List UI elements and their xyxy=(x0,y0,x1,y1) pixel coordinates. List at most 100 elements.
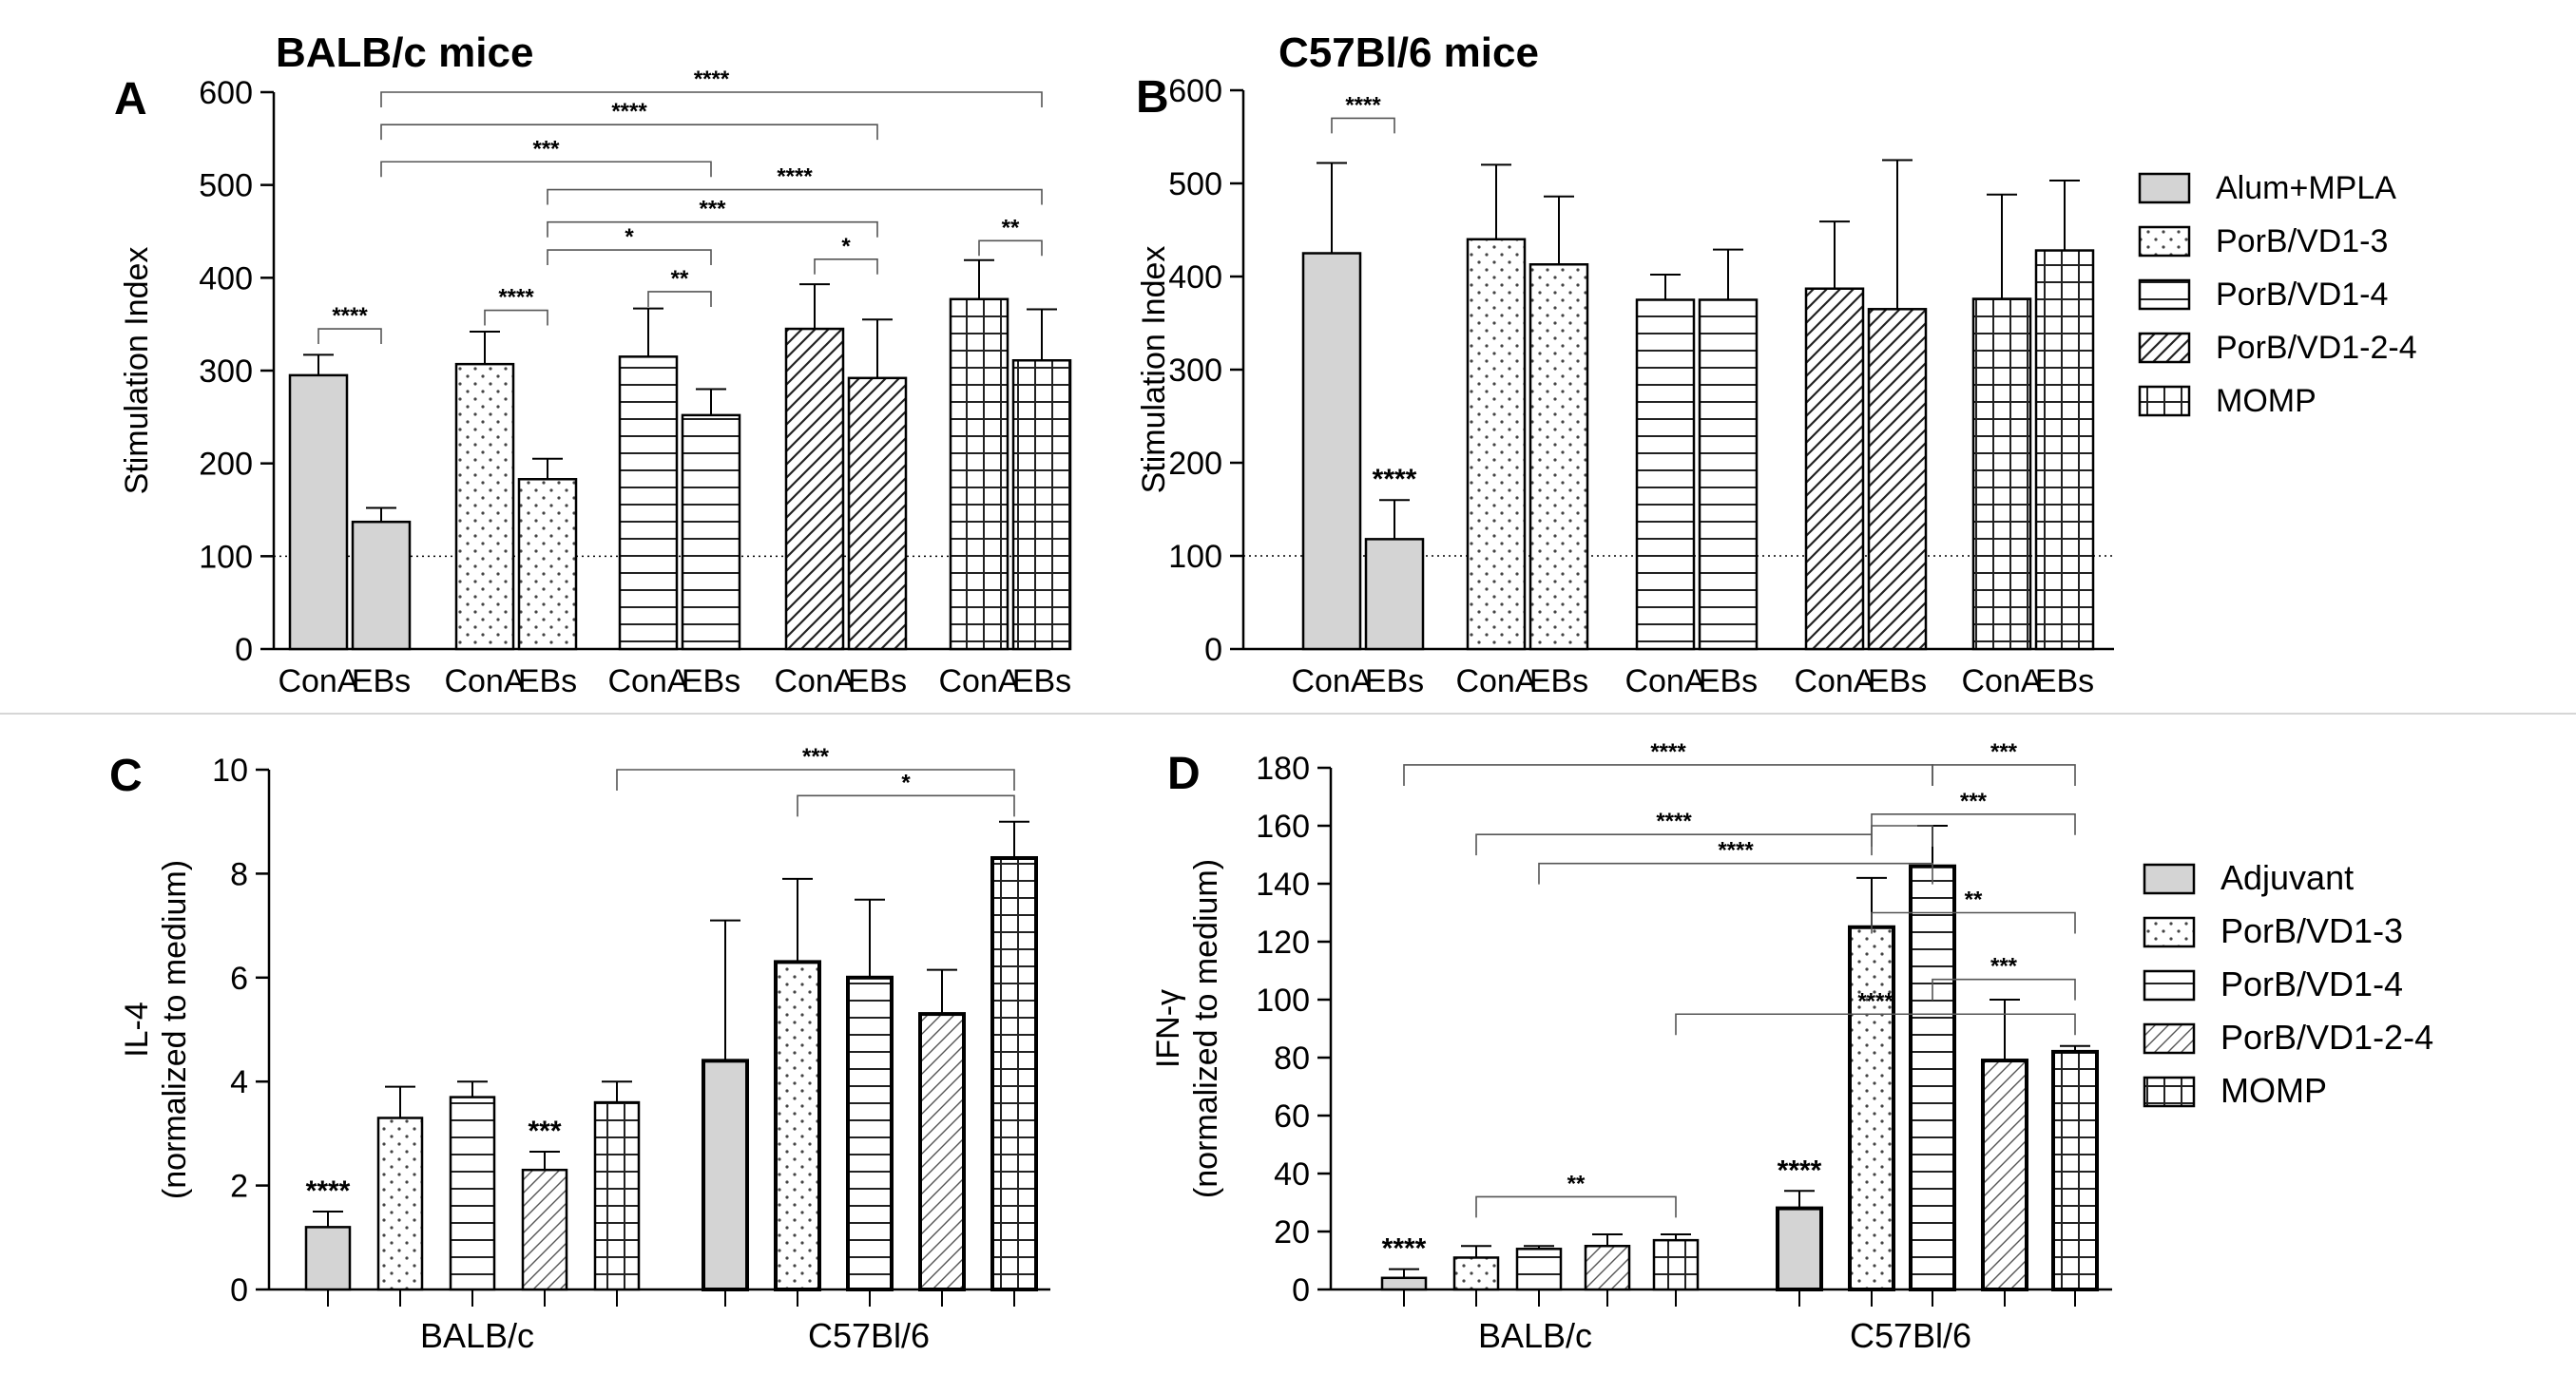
panel-a-sig-label: **** xyxy=(777,164,813,190)
panel-a-x-tick-label: EBs xyxy=(848,663,907,699)
panel-b-x-tick-label: ConA xyxy=(1961,663,2042,699)
panel-c-bar xyxy=(918,1012,966,1291)
panel-c-y-tick-label: 2 xyxy=(230,1169,248,1205)
panel-d-sig-label: ** xyxy=(1567,1171,1586,1196)
panel-a-y-tick-label: 600 xyxy=(199,75,253,111)
panel-a-x-tick-label: ConA xyxy=(444,663,525,699)
panel-b-x-tick-label: EBs xyxy=(1365,663,1424,699)
panel-a-y-tick-label: 300 xyxy=(199,353,253,390)
panel-b-x-tick-label: ConA xyxy=(1794,663,1874,699)
panel-a-bar xyxy=(949,297,1009,651)
panel-a-y-tick-label: 500 xyxy=(199,168,253,204)
legend-swatch xyxy=(2138,278,2191,311)
legend-entry: PorB/VD1-2-4 xyxy=(2220,1018,2433,1057)
panel-c-category-label: C57Bl/6 xyxy=(808,1316,930,1355)
panel-a-sig-bracket xyxy=(547,249,712,266)
panel-d-y-tick-label: 0 xyxy=(1292,1272,1310,1308)
panel-b-bar xyxy=(1698,298,1759,651)
panel-a-bar xyxy=(847,376,908,651)
panel-c-bar xyxy=(304,1226,352,1291)
panel-a-sig-label: **** xyxy=(611,99,647,124)
panel-d-y-tick-label: 60 xyxy=(1274,1098,1310,1135)
panel-d-y-axis-label-sub: (normalized to medium) xyxy=(1188,859,1224,1198)
panel-b-x-tick-label: EBs xyxy=(1699,663,1758,699)
legend-entry: Adjuvant xyxy=(2220,858,2354,897)
panel-c-bar xyxy=(990,855,1038,1291)
panel-b-letter: B xyxy=(1136,72,1169,123)
panel-a-x-tick-label: EBs xyxy=(682,663,740,699)
panel-a-y-axis-label: Stimulation Index xyxy=(119,247,155,495)
panel-c-bar xyxy=(449,1096,496,1291)
legend-swatch xyxy=(2138,332,2191,364)
panel-d-sig-bracket xyxy=(1932,764,2076,786)
panel-d-bar xyxy=(1452,1256,1500,1291)
panel-d-sig-label: **** xyxy=(1656,809,1692,834)
panel-a-y-tick-label: 400 xyxy=(199,260,253,296)
panel-d-bar xyxy=(1981,1059,2028,1292)
panel-b-bar xyxy=(2034,249,2095,651)
panel-b-x-tick-label: EBs xyxy=(1529,663,1588,699)
panel-d-sig-label: **** xyxy=(1778,1155,1822,1186)
panel-a-sig-label: ** xyxy=(1002,215,1020,240)
panel-a-x-tick-label: ConA xyxy=(278,663,358,699)
panel-c-sig-label: *** xyxy=(528,1116,561,1147)
panel-a-bar xyxy=(681,413,741,651)
panel-a-y-tick-label: 200 xyxy=(199,447,253,483)
panel-b-y-tick-label: 400 xyxy=(1168,259,1222,296)
panel-c-y-tick-label: 0 xyxy=(230,1272,248,1308)
panel-d-sig-bracket xyxy=(1871,813,2076,835)
panel-d-bar xyxy=(2051,1049,2099,1292)
panel-a-bar xyxy=(784,327,845,651)
panel-b-y-tick-label: 200 xyxy=(1168,446,1222,482)
panel-d-sig-bracket xyxy=(1871,825,1933,847)
panel-a-sig-label: * xyxy=(625,224,634,250)
panel-c-y-tick-label: 8 xyxy=(230,856,248,892)
panel-b-bar xyxy=(1867,308,1928,651)
panel-d-bar xyxy=(1515,1248,1563,1291)
panel-c-bar xyxy=(774,960,821,1291)
panel-d-letter: D xyxy=(1167,749,1201,799)
panel-c-sig-label: * xyxy=(901,770,911,795)
legend-swatch xyxy=(2143,969,2196,1002)
panel-d-y-tick-label: 80 xyxy=(1274,1041,1310,1077)
panel-a-sig-bracket xyxy=(547,220,878,238)
panel-d-sig-label: **** xyxy=(1382,1233,1427,1265)
panel-b-y-tick-label: 600 xyxy=(1168,73,1222,109)
panel-d-y-tick-label: 120 xyxy=(1256,925,1310,961)
panel-b-bar xyxy=(1301,252,1362,651)
panel-c-letter: C xyxy=(109,751,143,801)
panel-a-x-tick-label: ConA xyxy=(938,663,1019,699)
panel-d-sig-label: **** xyxy=(1857,988,1894,1014)
panel-c-sig-label: **** xyxy=(306,1175,351,1207)
legend-swatch xyxy=(2143,916,2196,948)
panel-a-sig-label: * xyxy=(841,234,851,259)
panel-b-y-tick-label: 300 xyxy=(1168,353,1222,389)
panel-c-sig-bracket xyxy=(797,794,1015,817)
legend-entry: MOMP xyxy=(2220,1071,2327,1110)
panel-d-sig-label: **** xyxy=(1718,838,1754,864)
panel-d-bar xyxy=(1848,925,1895,1291)
panel-a-sig-bracket xyxy=(484,309,548,326)
panel-a-sig-label: **** xyxy=(332,303,368,329)
panel-c-bar xyxy=(376,1117,424,1291)
panel-d-y-axis-label: IFN-γ xyxy=(1150,989,1186,1068)
panel-a-bar xyxy=(454,362,515,651)
panel-a-letter: A xyxy=(114,74,147,124)
panel-b-y-tick-label: 100 xyxy=(1168,539,1222,575)
panel-c-category-label: BALB/c xyxy=(420,1316,534,1355)
panel-a-x-tick-label: ConA xyxy=(774,663,855,699)
panel-b-x-tick-label: EBs xyxy=(1868,663,1927,699)
panel-a-sig-label: **** xyxy=(694,67,730,92)
panel-d-sig-bracket xyxy=(1475,833,1873,856)
panel-a-sig-bracket xyxy=(547,188,1043,205)
panel-d-sig-bracket xyxy=(1675,1013,2076,1036)
panel-c-sig-label: *** xyxy=(802,744,830,770)
panel-d-sig-label: *** xyxy=(1990,739,2018,765)
panel-b-y-tick-label: 500 xyxy=(1168,166,1222,202)
panel-d-category-label: BALB/c xyxy=(1478,1316,1592,1355)
panel-c-bar xyxy=(593,1100,641,1291)
panel-a-sig-bracket xyxy=(978,239,1043,257)
panel-d-sig-bracket xyxy=(1475,1195,1677,1218)
legend-swatch xyxy=(2143,863,2196,895)
